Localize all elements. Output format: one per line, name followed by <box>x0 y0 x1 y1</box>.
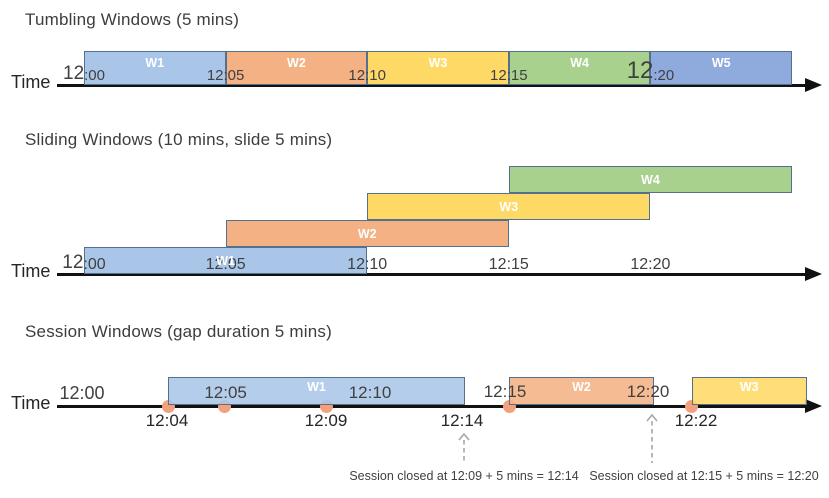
window-label: W3 <box>739 379 759 394</box>
window-bar-w3 <box>367 193 651 220</box>
axis-tick-12-00: 12:00 <box>62 253 105 272</box>
time-axis-label: Time <box>11 393 51 413</box>
tick-text: 12:05 <box>206 66 245 84</box>
window-bar-w5 <box>650 51 792 85</box>
tick-text: :00 <box>84 66 105 84</box>
window-label: W1 <box>216 253 235 268</box>
section-title-session: Session Windows (gap duration 5 mins) <box>25 322 332 341</box>
session-close-arrow-icon <box>457 432 471 464</box>
axis-arrowhead-icon <box>805 78 822 92</box>
axis-tick-12-15: 12:15 <box>484 383 527 400</box>
window-bar-w3 <box>692 377 807 405</box>
tick-text: 12 <box>626 57 654 85</box>
window-bar-w2 <box>225 51 368 85</box>
tick-text: 12:05 <box>205 255 246 273</box>
tick-text: 12:20 <box>630 255 671 273</box>
window-label: W5 <box>711 55 731 70</box>
tick-text: 12:00 <box>59 382 105 403</box>
tick-text: 12:10 <box>347 255 388 273</box>
time-axis-line-sliding <box>57 273 806 276</box>
axis-tick-12-00: 12:00 <box>59 384 104 402</box>
window-label: W3 <box>428 55 448 70</box>
event-time-label: 12:22 <box>674 411 718 430</box>
session-close-annotation: Session closed at 12:09 + 5 mins = 12:14 <box>349 469 579 483</box>
time-axis-label: Time <box>11 261 51 281</box>
session-close-arrow-icon <box>645 413 659 463</box>
event-time-label: 12:09 <box>304 411 348 430</box>
axis-tick-12-20: 12:20 <box>627 59 675 83</box>
section-title-tumbling: Tumbling Windows (5 mins) <box>25 10 240 29</box>
axis-tick-12-15: 12:15 <box>489 256 529 272</box>
window-label: W4 <box>641 172 660 187</box>
tick-text: 12:15 <box>490 66 528 84</box>
axis-tick-12-20: 12:20 <box>627 383 670 400</box>
axis-tick-12-05: 12:05 <box>207 68 245 83</box>
event-time-label: 12:14 <box>440 411 484 430</box>
axis-tick-12-00: 12:00 <box>63 64 105 83</box>
tick-text: 12:20 <box>626 381 670 401</box>
section-title-sliding: Sliding Windows (10 mins, slide 5 mins) <box>25 130 333 149</box>
tick-text: 12:05 <box>204 382 247 402</box>
time-axis-line-tumbling <box>57 84 806 87</box>
axis-tick-12-10: 12:10 <box>349 384 392 401</box>
window-bar-w4 <box>508 51 651 85</box>
tick-text: 12:10 <box>348 382 392 402</box>
axis-arrowhead-icon <box>805 399 822 413</box>
tick-text: 12:15 <box>483 381 527 401</box>
window-label: W2 <box>572 379 591 394</box>
axis-tick-12-10: 12:10 <box>347 256 387 272</box>
axis-tick-12-15: 12:15 <box>490 68 528 83</box>
axis-tick-12-05: 12:05 <box>204 384 247 401</box>
window-bar-w4 <box>508 166 792 193</box>
axis-tick-12-20: 12:20 <box>630 256 670 272</box>
window-bar-w3 <box>367 51 509 85</box>
time-axis-label: Time <box>11 72 51 92</box>
window-label: W4 <box>570 55 589 70</box>
tick-text: :00 <box>83 255 106 273</box>
session-close-annotation: Session closed at 12:15 + 5 mins = 12:20 <box>589 469 819 483</box>
event-time-label: 12:04 <box>145 411 189 430</box>
window-label: W3 <box>499 199 519 214</box>
tick-text: :20 <box>653 66 675 84</box>
window-label: W2 <box>357 226 377 241</box>
window-label: W1 <box>145 55 165 70</box>
window-bar-w1 <box>168 377 465 405</box>
window-bar-w2 <box>509 377 654 405</box>
tick-text: 12:10 <box>348 66 386 84</box>
axis-arrowhead-icon <box>805 267 822 281</box>
window-label: W2 <box>287 55 306 70</box>
time-axis-line-session <box>57 405 806 408</box>
tick-text: 12 <box>63 62 85 84</box>
window-label: W1 <box>307 379 326 394</box>
axis-tick-12-10: 12:10 <box>348 68 386 83</box>
tick-text: 12 <box>62 251 84 273</box>
window-bar-w2 <box>225 220 509 247</box>
axis-tick-12-05: 12:05 <box>206 256 246 272</box>
window-bar-w1 <box>84 51 226 85</box>
tick-text: 12:15 <box>488 255 529 273</box>
window-bar-w1 <box>84 247 368 274</box>
